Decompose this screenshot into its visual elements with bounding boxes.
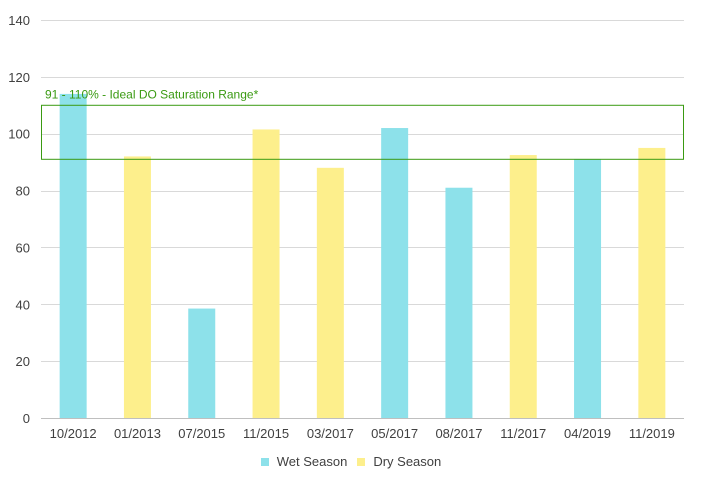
annotation-layer: 91 - 110% - Ideal DO Saturation Range*: [41, 87, 684, 160]
x-tick-label: 03/2017: [307, 426, 354, 441]
bar-11-2019[interactable]: [638, 147, 666, 418]
bar-10-2012[interactable]: [59, 93, 87, 419]
ideal-range-label: 91 - 110% - Ideal DO Saturation Range*: [45, 87, 259, 101]
x-tick-label: 01/2013: [114, 426, 161, 441]
y-axis-ticks: 0 20 40 60 80 100 120 140: [8, 13, 30, 426]
bar-07-2015[interactable]: [188, 308, 216, 418]
bar-04-2019[interactable]: [574, 159, 602, 419]
ideal-range-box: [41, 104, 684, 160]
bar-11-2017[interactable]: [509, 155, 537, 419]
bar-05-2017[interactable]: [381, 128, 409, 418]
legend-swatch-wet: [260, 457, 269, 466]
y-tick-label: 60: [16, 240, 30, 255]
y-tick-label: 20: [16, 354, 30, 369]
chart-svg: 0 20 40 60 80 100 120 140 10/2012 01/2013 07/2015…: [8, 13, 684, 441]
x-tick-label: 05/2017: [371, 426, 418, 441]
x-tick-label: 07/2015: [178, 426, 225, 441]
x-tick-label: 11/2017: [500, 426, 546, 441]
y-tick-label: 120: [8, 70, 30, 85]
bar-08-2017[interactable]: [445, 187, 473, 418]
bar-11-2015[interactable]: [252, 129, 280, 418]
legend-item-wet[interactable]: Wet Season: [260, 454, 348, 469]
legend-label-wet: Wet Season: [276, 454, 348, 469]
x-axis-ticks: 10/2012 01/2013 07/2015 11/2015 03/2017 05/20…: [50, 426, 675, 441]
x-tick-label: 08/2017: [435, 426, 482, 441]
legend-label-dry: Dry Season: [373, 454, 442, 469]
bar-03-2017[interactable]: [316, 167, 344, 418]
x-tick-label: 10/2012: [50, 426, 97, 441]
y-tick-label: 100: [8, 127, 30, 142]
bars: [59, 93, 666, 419]
x-tick-label: 04/2019: [564, 426, 611, 441]
legend-item-dry[interactable]: Dry Season: [357, 454, 441, 469]
bar-01-2013[interactable]: [123, 156, 151, 418]
y-tick-label: 40: [16, 297, 30, 312]
y-tick-label: 140: [8, 13, 30, 28]
legend: Wet Season Dry Season: [0, 454, 702, 469]
y-tick-label: 80: [16, 184, 30, 199]
legend-swatch-dry: [357, 457, 366, 466]
x-tick-label: 11/2015: [243, 426, 289, 441]
x-tick-label: 11/2019: [629, 426, 675, 441]
y-tick-label: 0: [23, 411, 30, 426]
